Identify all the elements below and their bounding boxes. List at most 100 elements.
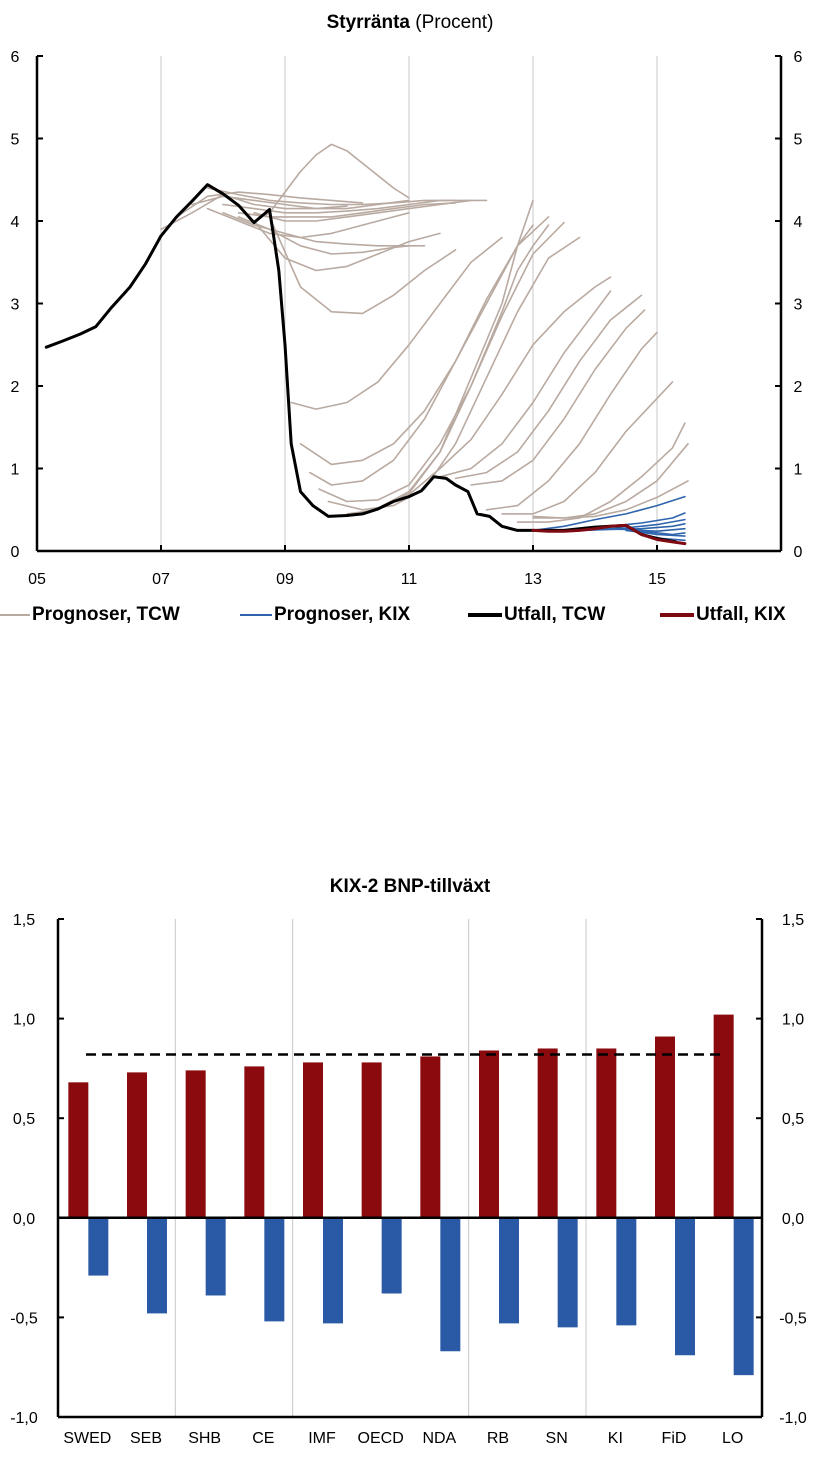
bar-positive: [361, 1062, 382, 1218]
bar-positive: [655, 1036, 675, 1218]
x-category-label: LO: [722, 1430, 743, 1447]
bar-negative: [499, 1217, 519, 1324]
bar-positive: [420, 1056, 441, 1218]
bar-positive: [68, 1082, 89, 1218]
legend-swatch-forecast-tcw: [0, 614, 30, 616]
legend-item-outcome-tcw: Utfall, TCW: [468, 600, 605, 630]
x-category-label: FiD: [662, 1430, 687, 1447]
chart2-title: KIX-2 BNP-tillväxt: [329, 876, 491, 897]
forecast-tcw-line: [206, 207, 410, 239]
bar-negative: [205, 1217, 226, 1296]
x-tick-label: 11: [401, 571, 418, 588]
forecast-tcw-line: [470, 309, 646, 486]
forecast-tcw-line: [237, 216, 410, 255]
y-tick-label-right: 1: [794, 462, 803, 479]
bar-negative: [675, 1217, 695, 1356]
legend-swatch-outcome-kix: [660, 613, 694, 617]
forecast-tcw-line: [485, 331, 658, 511]
y-tick-label-left: 1,5: [13, 912, 35, 929]
y-tick-label-left: 5: [11, 132, 20, 149]
policy-rate-plot: 0 01 12 23 34 45 56 605 07 09 11 13 15: [11, 49, 803, 588]
bar-positive: [713, 1014, 734, 1218]
forecast-tcw-line: [501, 381, 674, 515]
y-tick-label-left: 0,5: [13, 1111, 35, 1128]
y-tick-label-left: 1,0: [13, 1012, 35, 1029]
forecast-tcw-line: [206, 187, 457, 206]
x-category-label: SWED: [63, 1430, 111, 1447]
forecast-tcw-line: [377, 199, 534, 509]
y-tick-label-left: 6: [11, 49, 20, 66]
forecast-tcw-line: [318, 221, 565, 503]
forecast-tcw-line: [516, 422, 686, 523]
x-category-label: SHB: [188, 1430, 221, 1447]
forecast-tcw-line: [309, 216, 550, 486]
y-tick-label-left: 0: [11, 544, 20, 561]
x-category-label: SN: [546, 1430, 568, 1447]
y-tick-label-left: 2: [11, 379, 20, 396]
x-category-label: RB: [487, 1430, 509, 1447]
forecast-tcw-line: [253, 199, 488, 222]
gdp-growth-chart: KIX-2 BNP-tillväxt SWED SEB SHB CE IMF OECD ND…: [0, 860, 820, 1460]
bar-positive: [596, 1048, 617, 1218]
x-category-label: CE: [252, 1430, 274, 1447]
y-tick-label-right: 0,5: [782, 1111, 804, 1128]
y-tick-label-right: 0: [794, 544, 803, 561]
x-tick-label: 07: [152, 571, 170, 588]
forecast-tcw-line: [175, 191, 364, 218]
y-tick-label-right: 2: [794, 379, 803, 396]
y-tick-label-left: 3: [11, 297, 20, 314]
y-tick-label-left: 0,0: [13, 1211, 35, 1228]
y-tick-label-right: 1,0: [782, 1012, 804, 1029]
bar-negative: [88, 1217, 109, 1276]
x-category-label: NDA: [422, 1430, 456, 1447]
bar-negative: [733, 1217, 754, 1376]
forecast-tcw-line: [327, 236, 581, 511]
x-tick-label: 15: [648, 571, 666, 588]
outcome-tcw-line: [44, 183, 678, 544]
legend-item-forecast-kix: Prognoser, KIX: [240, 600, 410, 630]
legend-label-forecast-kix: Prognoser, KIX: [274, 604, 411, 625]
x-tick-label: 13: [524, 571, 542, 588]
outcome-kix-line: [531, 523, 687, 546]
x-category-label: OECD: [358, 1430, 404, 1447]
forecast-tcw-line: [439, 290, 612, 478]
forecast-tcw-line: [532, 480, 689, 519]
y-tick-label-right: -1,0: [779, 1410, 807, 1427]
forecast-kix-line: [609, 525, 686, 536]
bar-negative: [440, 1217, 461, 1352]
legend-swatch-forecast-kix: [240, 614, 272, 616]
bar-positive: [127, 1072, 147, 1218]
bar-positive: [303, 1062, 323, 1218]
bar-negative: [264, 1217, 285, 1322]
y-tick-label-left: 4: [11, 214, 20, 231]
bar-negative: [616, 1217, 637, 1326]
chart1-title: Styrränta (Procent): [326, 12, 494, 33]
x-tick-label: 05: [28, 571, 46, 588]
forecast-tcw-line: [408, 276, 612, 496]
bar-negative: [557, 1217, 578, 1328]
y-tick-label-right: 0,0: [782, 1211, 804, 1228]
forecast-kix-line: [594, 527, 686, 532]
forecast-tcw-line: [268, 216, 457, 315]
forecast-tcw-line: [253, 220, 441, 272]
forecast-tcw-line: [237, 202, 457, 218]
y-tick-label-right: 6: [794, 49, 803, 66]
bar-negative: [147, 1217, 167, 1314]
forecast-tcw-line: [222, 199, 472, 214]
legend-label-outcome-tcw: Utfall, TCW: [504, 604, 606, 625]
x-category-label: SEB: [130, 1430, 162, 1447]
forecast-tcw-line: [253, 143, 410, 222]
bar-positive: [185, 1070, 206, 1218]
legend-label-forecast-tcw: Prognoser, TCW: [32, 604, 180, 625]
chart1-legend: Prognoser, TCW Prognoser, KIX Utfall, TC…: [0, 600, 820, 630]
forecast-kix-line: [578, 523, 686, 532]
gdp-growth-plot: SWED SEB SHB CE IMF OECD NDA RB SN KI FiD LO -1,0 -1,…: [10, 912, 807, 1447]
y-tick-label-right: 1,5: [782, 912, 804, 929]
forecast-tcw-line: [290, 236, 503, 410]
legend-label-outcome-kix: Utfall, KIX: [696, 604, 786, 625]
y-tick-label-right: 3: [794, 297, 803, 314]
x-category-label: IMF: [308, 1430, 336, 1447]
x-tick-label: 09: [276, 571, 294, 588]
bar-positive: [537, 1048, 558, 1218]
y-tick-label-right: 4: [794, 214, 803, 231]
